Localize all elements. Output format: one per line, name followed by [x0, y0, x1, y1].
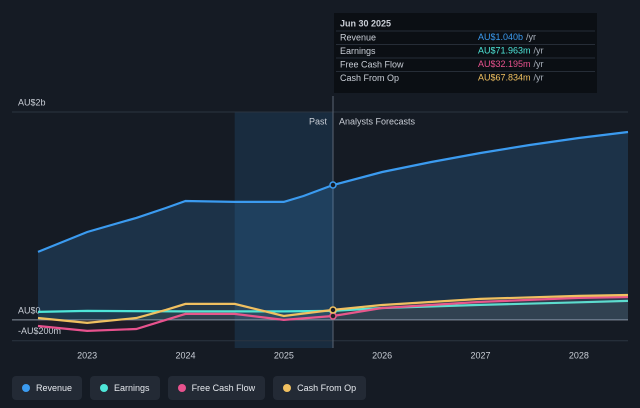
- tooltip-label: Free Cash Flow: [340, 59, 404, 69]
- y-tick-label: AU$2b: [18, 97, 46, 107]
- past-label: Past: [309, 116, 328, 126]
- tooltip-value-number: AU$71.963m: [478, 46, 531, 56]
- y-tick-label: AU$0: [18, 305, 41, 315]
- tooltip-unit: /yr: [526, 32, 536, 42]
- tooltip-value-number: AU$67.834m: [478, 73, 531, 83]
- series-area: [38, 132, 628, 320]
- legend-button[interactable]: Revenue: [12, 376, 83, 400]
- marker: [329, 306, 337, 314]
- y-tick-label: -AU$200m: [18, 326, 61, 336]
- tooltip-title: Jun 30 2025: [340, 18, 391, 28]
- legend-button[interactable]: Cash From Op: [273, 376, 367, 400]
- series-line: [37, 130, 629, 253]
- series-area: [38, 295, 628, 323]
- x-tick-label: 2023: [77, 350, 97, 360]
- marker: [329, 181, 337, 189]
- series-line: [37, 293, 629, 325]
- legend-label: Revenue: [36, 383, 73, 393]
- x-tick-label: 2025: [274, 350, 294, 360]
- tooltip-unit: /yr: [534, 73, 544, 83]
- legend-swatch: [100, 384, 109, 392]
- tooltip-unit: /yr: [534, 59, 544, 69]
- tooltip-value: AU$1.040b/yr: [478, 32, 536, 42]
- series-area: [38, 297, 628, 331]
- legend-label: Free Cash Flow: [191, 383, 256, 393]
- legend-button[interactable]: Free Cash Flow: [167, 376, 266, 400]
- tooltip-value-number: AU$1.040b: [478, 32, 523, 42]
- series-line: [37, 295, 629, 333]
- x-tick-label: 2028: [569, 350, 589, 360]
- legend-label: Earnings: [114, 383, 150, 393]
- legend-label: Cash From Op: [297, 383, 357, 393]
- tooltip-value: AU$71.963m/yr: [478, 46, 544, 56]
- tooltip-value: AU$67.834m/yr: [478, 73, 544, 83]
- tooltip-label: Cash From Op: [340, 73, 399, 83]
- forecast-label: Analysts Forecasts: [339, 116, 416, 126]
- x-tick-label: 2024: [175, 350, 195, 360]
- legend-swatch: [283, 384, 292, 392]
- x-tick-label: 2027: [470, 350, 490, 360]
- legend-swatch: [22, 384, 30, 392]
- tooltip-box: [334, 13, 597, 93]
- tooltip-unit: /yr: [534, 46, 544, 56]
- tooltip: Jun 30 2025 Revenue AU$1.040b/yr Earnings AU…: [334, 13, 597, 93]
- tooltip-label: Earnings: [340, 46, 376, 56]
- legend: Revenue Earnings Free Cash Flow Cash From O…: [12, 376, 367, 400]
- legend-swatch: [177, 384, 186, 392]
- x-tick-label: 2026: [372, 350, 392, 360]
- legend-button[interactable]: Earnings: [90, 376, 160, 400]
- tooltip-label: Revenue: [340, 32, 376, 42]
- tooltip-value: AU$32.195m/yr: [478, 59, 544, 69]
- tooltip-value-number: AU$32.195m: [478, 59, 531, 69]
